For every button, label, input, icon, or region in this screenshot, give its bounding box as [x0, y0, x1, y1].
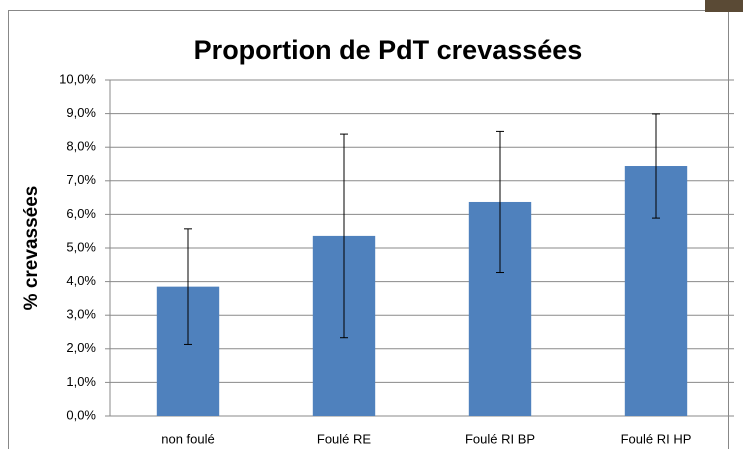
y-axis-label: % crevassées [21, 186, 42, 311]
y-tick-label: 5,0% [66, 239, 96, 254]
x-tick-label: Foulé RI BP [465, 431, 535, 446]
y-tick-label: 9,0% [66, 105, 96, 120]
chart-title: Proportion de PdT crevassées [194, 35, 583, 65]
x-tick-label: Foulé RI HP [621, 431, 692, 446]
y-tick-label: 1,0% [66, 374, 96, 389]
x-tick-label: Foulé RE [317, 431, 372, 446]
y-tick-label: 8,0% [66, 139, 96, 154]
y-tick-label: 0,0% [66, 407, 96, 422]
y-tick-label: 4,0% [66, 273, 96, 288]
y-tick-label: 10,0% [59, 71, 96, 86]
y-tick-label: 3,0% [66, 307, 96, 322]
x-tick-label: non foulé [161, 431, 215, 446]
thumbnail [705, 0, 743, 12]
y-tick-label: 7,0% [66, 172, 96, 187]
y-tick-label: 2,0% [66, 340, 96, 355]
y-tick-label: 6,0% [66, 206, 96, 221]
